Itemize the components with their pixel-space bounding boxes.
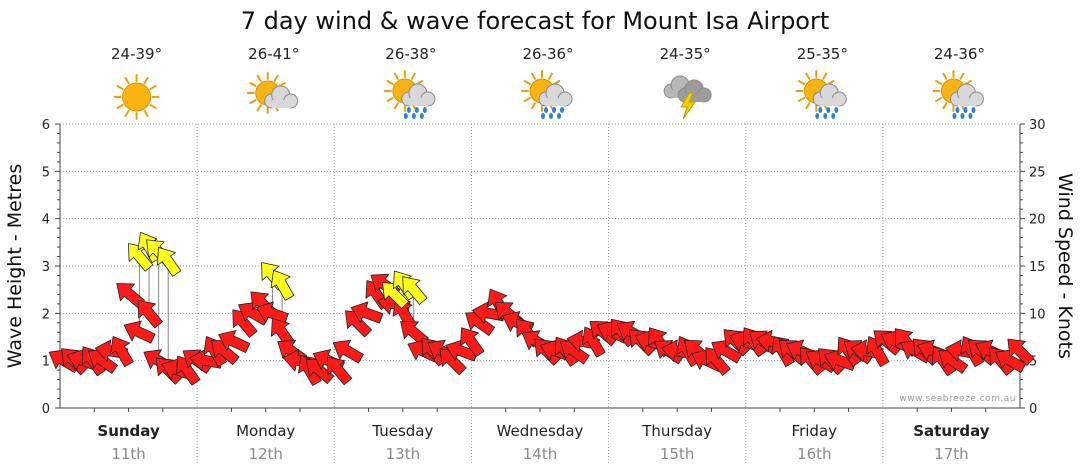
- wind-series: [48, 273, 1035, 386]
- chart-grid: [59, 123, 1021, 463]
- day-column: 26-36° Wednesday 14th: [497, 45, 584, 463]
- day-date-label: 11th: [111, 445, 145, 463]
- day-columns: 24-39° Sunday 11th 26-41° Monday 12th 26-38° Tu…: [97, 45, 989, 463]
- thunderstorm-icon: [663, 75, 712, 120]
- rain-drops: [952, 107, 976, 119]
- day-name-label: Tuesday: [371, 422, 433, 440]
- day-temperature: 25-35°: [797, 45, 848, 63]
- sunny-icon: [113, 74, 160, 120]
- y-left-tick-label: 3: [42, 260, 50, 275]
- wind-arrow: [218, 330, 251, 353]
- wind-arrow: [110, 336, 134, 368]
- day-date-label: 16th: [797, 445, 831, 463]
- day-date-label: 12th: [248, 445, 282, 463]
- day-name-label: Saturday: [913, 422, 990, 440]
- day-column: 24-39° Sunday 11th: [97, 45, 162, 463]
- y-left-tick-label: 6: [42, 118, 50, 133]
- day-temperature: 26-38°: [385, 45, 436, 63]
- day-name-label: Sunday: [97, 422, 160, 440]
- lightning-bolt: [680, 92, 697, 120]
- wind-arrow: [137, 299, 163, 329]
- wind-arrow: [326, 356, 353, 386]
- day-column: 26-38° Tuesday 13th: [371, 45, 436, 463]
- wave-arrow: [402, 276, 428, 305]
- cloud-shape: [812, 83, 847, 107]
- day-temperature: 26-41°: [248, 45, 299, 63]
- y-left-tick-label: 4: [42, 213, 50, 228]
- day-temperature: 24-35°: [660, 45, 711, 63]
- y-axis-left-title: Wave Height - Metres: [4, 164, 26, 368]
- wave-series: [128, 231, 428, 309]
- wave-arrow: [270, 269, 295, 301]
- y-right-tick-label: 25: [1029, 165, 1046, 180]
- day-date-label: 14th: [523, 445, 557, 463]
- y-right-tick-label: 15: [1029, 260, 1046, 275]
- day-column: 24-36° Saturday 17th: [913, 45, 990, 463]
- day-name-label: Friday: [792, 422, 838, 440]
- sun-rays: [113, 74, 160, 120]
- wave-arrow: [157, 246, 182, 277]
- y-right-tick-label: 5: [1029, 355, 1037, 370]
- y-left-tick-label: 2: [42, 307, 50, 322]
- rain-drops: [541, 107, 564, 119]
- day-column: 26-41° Monday 12th: [236, 45, 299, 463]
- day-temperature: 24-36°: [934, 45, 985, 63]
- y-left-tick-label: 1: [42, 355, 50, 370]
- day-name-label: Thursday: [641, 422, 712, 440]
- rain-drops: [815, 107, 839, 119]
- partly-cloudy-icon: [246, 72, 299, 114]
- sun-showers-icon: [383, 70, 436, 119]
- day-name-label: Wednesday: [497, 422, 584, 440]
- wind-arrow: [460, 327, 485, 358]
- y-axis-right: 0 5 10 15 20 25 30: [1020, 118, 1046, 417]
- day-date-label: 15th: [660, 445, 694, 463]
- y-left-tick-label: 0: [42, 402, 50, 417]
- cloud-shape: [949, 83, 984, 107]
- day-column: 24-35° Thursday 15th: [641, 45, 712, 463]
- day-name-label: Monday: [236, 422, 295, 440]
- wind-arrow: [123, 320, 156, 344]
- chart-title: 7 day wind & wave forecast for Mount Isa…: [241, 7, 830, 35]
- day-date-label: 13th: [386, 445, 420, 463]
- wind-arrow: [332, 339, 364, 364]
- source-credit: www.seabreeze.com.au: [899, 394, 1016, 404]
- y-left-tick-label: 5: [42, 165, 50, 180]
- cloud-shape: [264, 85, 299, 109]
- y-right-tick-label: 20: [1029, 213, 1046, 228]
- wind-arrow: [350, 301, 384, 324]
- sun-showers-icon: [932, 70, 984, 119]
- sun-showers-icon: [521, 70, 573, 119]
- y-axis-left: 0 1 2 3 4 5 6: [42, 118, 60, 417]
- y-right-tick-label: 10: [1029, 307, 1046, 322]
- rain-drops: [403, 107, 427, 119]
- sun-disc: [122, 82, 152, 112]
- day-temperature: 24-39°: [111, 45, 162, 63]
- sun-showers-icon: [795, 70, 847, 119]
- day-date-label: 17th: [934, 445, 968, 463]
- y-right-tick-label: 30: [1029, 118, 1046, 133]
- wind-arrow: [256, 301, 289, 324]
- y-axis-right-title: Wind Speed - Knots: [1054, 173, 1076, 359]
- wind-arrow: [1007, 338, 1035, 366]
- day-column: 25-35° Friday 16th: [792, 45, 848, 463]
- y-right-tick-label: 0: [1029, 402, 1037, 417]
- cloud-shape: [401, 83, 436, 107]
- day-temperature: 26-36°: [522, 45, 573, 63]
- cloud-shape: [538, 83, 573, 107]
